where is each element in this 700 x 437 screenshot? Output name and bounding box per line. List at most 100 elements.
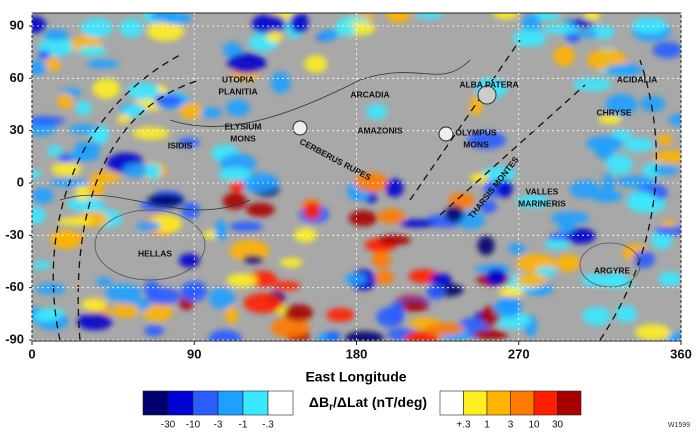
field-blob [389, 300, 405, 323]
field-blob [634, 324, 671, 341]
field-blob [185, 281, 208, 302]
field-blob [119, 18, 143, 38]
y-tick-label: 30 [10, 122, 24, 137]
field-blob [239, 172, 279, 193]
field-blob [627, 196, 667, 214]
field-blob [415, 13, 443, 20]
field-blob [565, 227, 596, 244]
field-blob [225, 306, 238, 324]
field-blob [470, 173, 489, 183]
field-blob [246, 202, 275, 217]
field-blob [544, 239, 570, 250]
field-blob [319, 29, 339, 41]
field-blob [67, 197, 105, 212]
field-blob [86, 59, 120, 69]
field-blob [668, 113, 681, 126]
field-blob [68, 124, 99, 135]
field-blob [558, 221, 574, 234]
field-blob [344, 331, 385, 341]
field-blob [482, 166, 517, 182]
feature-label: ARCADIA [350, 89, 389, 99]
field-blob [303, 202, 321, 220]
field-blob [197, 107, 223, 118]
field-blob [35, 283, 66, 295]
field-blob [623, 137, 655, 153]
field-blob [553, 45, 576, 67]
field-blob [218, 167, 252, 182]
colorbar-swatch [510, 390, 535, 416]
field-blob [498, 286, 524, 298]
y-tick-label: -60 [5, 279, 24, 294]
field-blob [242, 255, 264, 264]
field-blob [146, 21, 184, 42]
field-blob [94, 125, 109, 145]
feature-label: ACIDALIA [617, 74, 658, 84]
field-blob [95, 277, 113, 287]
field-blob [230, 178, 244, 193]
field-blob [606, 153, 633, 175]
colorbar-swatch [557, 390, 582, 416]
field-blob [326, 308, 355, 322]
field-blob [32, 169, 42, 179]
field-blob [144, 325, 164, 337]
field-blob [44, 29, 69, 41]
field-blob [521, 13, 541, 35]
field-blob [122, 104, 146, 117]
field-blob [469, 95, 483, 117]
field-blob [112, 303, 140, 318]
field-blob [37, 50, 51, 60]
field-blob [32, 261, 52, 270]
field-blob [584, 13, 600, 22]
field-blob [334, 22, 356, 37]
field-blob [348, 210, 378, 227]
field-pattern [32, 13, 681, 341]
colorbar-label: -.3 [262, 420, 274, 431]
field-blob [178, 253, 200, 268]
field-blob [386, 13, 411, 24]
field-blob [136, 220, 162, 231]
field-blob [550, 211, 590, 225]
feature-label: VALLES [526, 186, 559, 196]
field-blob [147, 193, 185, 208]
colorbar-label: -30 [161, 420, 176, 431]
field-blob [591, 190, 623, 203]
map-outlines [52, 39, 657, 341]
field-blob [385, 178, 404, 198]
field-blob [493, 13, 519, 20]
field-blob [304, 55, 328, 73]
feature-label: MARINERIS [518, 198, 566, 208]
field-blob [577, 29, 598, 38]
field-blob [180, 202, 201, 219]
feature-label: MONS [463, 139, 489, 149]
field-blob [374, 270, 394, 285]
x-tick-label: 360 [670, 346, 692, 361]
y-tick-label: -90 [5, 331, 24, 346]
feature-label: MONS [230, 133, 256, 143]
y-tick-label: 90 [10, 17, 24, 32]
field-blob [653, 165, 679, 175]
field-blob [32, 60, 48, 76]
field-blob [652, 41, 681, 59]
field-blob [68, 150, 100, 162]
field-blob [47, 145, 63, 157]
field-blob [570, 19, 596, 28]
y-tick-label: 0 [17, 174, 24, 189]
feature-label: HELLAS [138, 248, 172, 258]
field-blob [448, 192, 475, 209]
y-tick-label: 60 [10, 70, 24, 85]
field-blob [377, 208, 405, 224]
field-blob [426, 284, 446, 300]
field-blob [77, 312, 113, 331]
field-blob [75, 100, 92, 116]
field-blob [493, 298, 522, 318]
field-blob [515, 273, 547, 287]
field-blob [251, 13, 287, 35]
field-blob [243, 293, 283, 314]
field-blob [145, 287, 181, 305]
colorbar-label: 3 [508, 420, 514, 431]
field-blob [160, 13, 192, 25]
field-blob [227, 53, 267, 74]
field-blob [632, 250, 656, 269]
field-blob [654, 226, 681, 236]
